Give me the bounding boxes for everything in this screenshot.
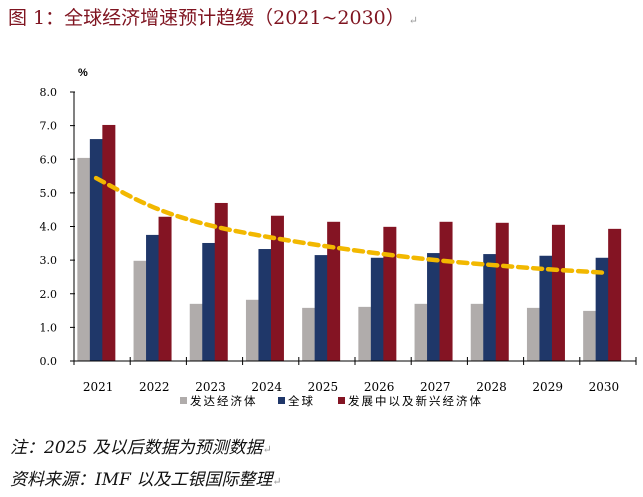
legend-label: 发展中以及新兴经济体 [348, 394, 483, 408]
y-tick-label: 5.0 [40, 187, 58, 200]
legend-swatch-0 [180, 397, 187, 404]
y-tick-label: 2.0 [40, 288, 58, 301]
bar-2030-series-0 [583, 310, 597, 361]
bar-2029-series-2 [551, 224, 565, 361]
legend-label: 发达经济体 [190, 394, 258, 408]
y-tick-label: 6.0 [40, 153, 58, 166]
y-axis-label: % [78, 67, 88, 79]
x-tick-label: 2022 [139, 380, 170, 394]
x-tick-label: 2027 [420, 380, 451, 394]
y-tick-label: 7.0 [40, 120, 58, 133]
bar-2022-series-0 [133, 260, 147, 361]
bar-2029-series-0 [526, 307, 540, 361]
y-tick-label: 3.0 [40, 254, 58, 267]
trendline [93, 175, 605, 275]
y-tick-label: 1.0 [40, 321, 58, 334]
bar-2027-series-1 [427, 253, 441, 361]
y-tick-label: 8.0 [40, 86, 58, 99]
bar-2028-series-0 [470, 303, 484, 361]
x-tick-label: 2029 [532, 380, 563, 394]
x-tick-label: 2028 [476, 380, 507, 394]
bar-2027-series-2 [439, 221, 453, 361]
bar-chart: 0.0 1.0 2.0 3.0 4.0 5.0 6.0 7.0 8.0% 2021 2022 2023… [40, 67, 637, 408]
bar-2026-series-0 [358, 306, 372, 361]
bar-2025-series-1 [314, 255, 328, 361]
bar-2025-series-2 [327, 221, 341, 361]
title-text: 图 1：全球经济增速预计趋缓（2021~2030） [8, 7, 405, 29]
paragraph-mark-icon: ↵ [272, 475, 282, 488]
x-tick-label: 2030 [589, 380, 620, 394]
bar-2023-series-1 [202, 242, 216, 361]
x-tick-label: 2021 [83, 380, 114, 394]
x-tick-label: 2023 [195, 380, 226, 394]
bar-2022-series-1 [146, 234, 160, 361]
bar-2028-series-2 [495, 222, 509, 361]
legend-label: 全球 [288, 394, 315, 408]
y-tick-label: 4.0 [40, 221, 58, 234]
bar-2024-series-0 [245, 299, 259, 361]
bar-2026-series-2 [383, 226, 397, 361]
bar-2021-series-2 [102, 124, 116, 361]
x-tick-label: 2025 [308, 380, 339, 394]
bar-2025-series-0 [302, 307, 316, 361]
bar-2023-series-2 [214, 202, 228, 361]
x-tick-label: 2026 [364, 380, 395, 394]
legend-swatch-1 [278, 397, 285, 404]
bar-2023-series-0 [189, 303, 203, 361]
bar-2029-series-1 [539, 255, 553, 361]
bar-2026-series-1 [370, 257, 384, 361]
bar-2024-series-1 [258, 249, 272, 361]
bar-2028-series-1 [483, 254, 497, 361]
chart-title: 图 1：全球经济增速预计趋缓（2021~2030） ↵ [8, 3, 418, 30]
paragraph-mark-icon: ↵ [262, 443, 272, 456]
paragraph-mark-icon: ↵ [408, 14, 418, 27]
bar-2022-series-2 [158, 216, 172, 361]
forecast-note: 注：2025 及以后数据为预测数据↵ [10, 433, 272, 458]
source-text: 资料来源：IMF 以及工银国际整理 [10, 470, 273, 490]
bar-2024-series-2 [270, 215, 284, 361]
source-note: 资料来源：IMF 以及工银国际整理↵ [10, 465, 282, 490]
x-tick-label: 2024 [251, 380, 282, 394]
note-text: 注：2025 及以后数据为预测数据 [10, 438, 263, 458]
bar-2027-series-0 [414, 303, 428, 361]
legend-swatch-2 [338, 397, 345, 404]
y-tick-label: 0.0 [40, 355, 58, 368]
bar-2030-series-1 [595, 257, 609, 361]
bar-2021-series-1 [89, 139, 103, 361]
bar-2021-series-0 [77, 157, 91, 361]
bar-2030-series-2 [608, 228, 622, 361]
